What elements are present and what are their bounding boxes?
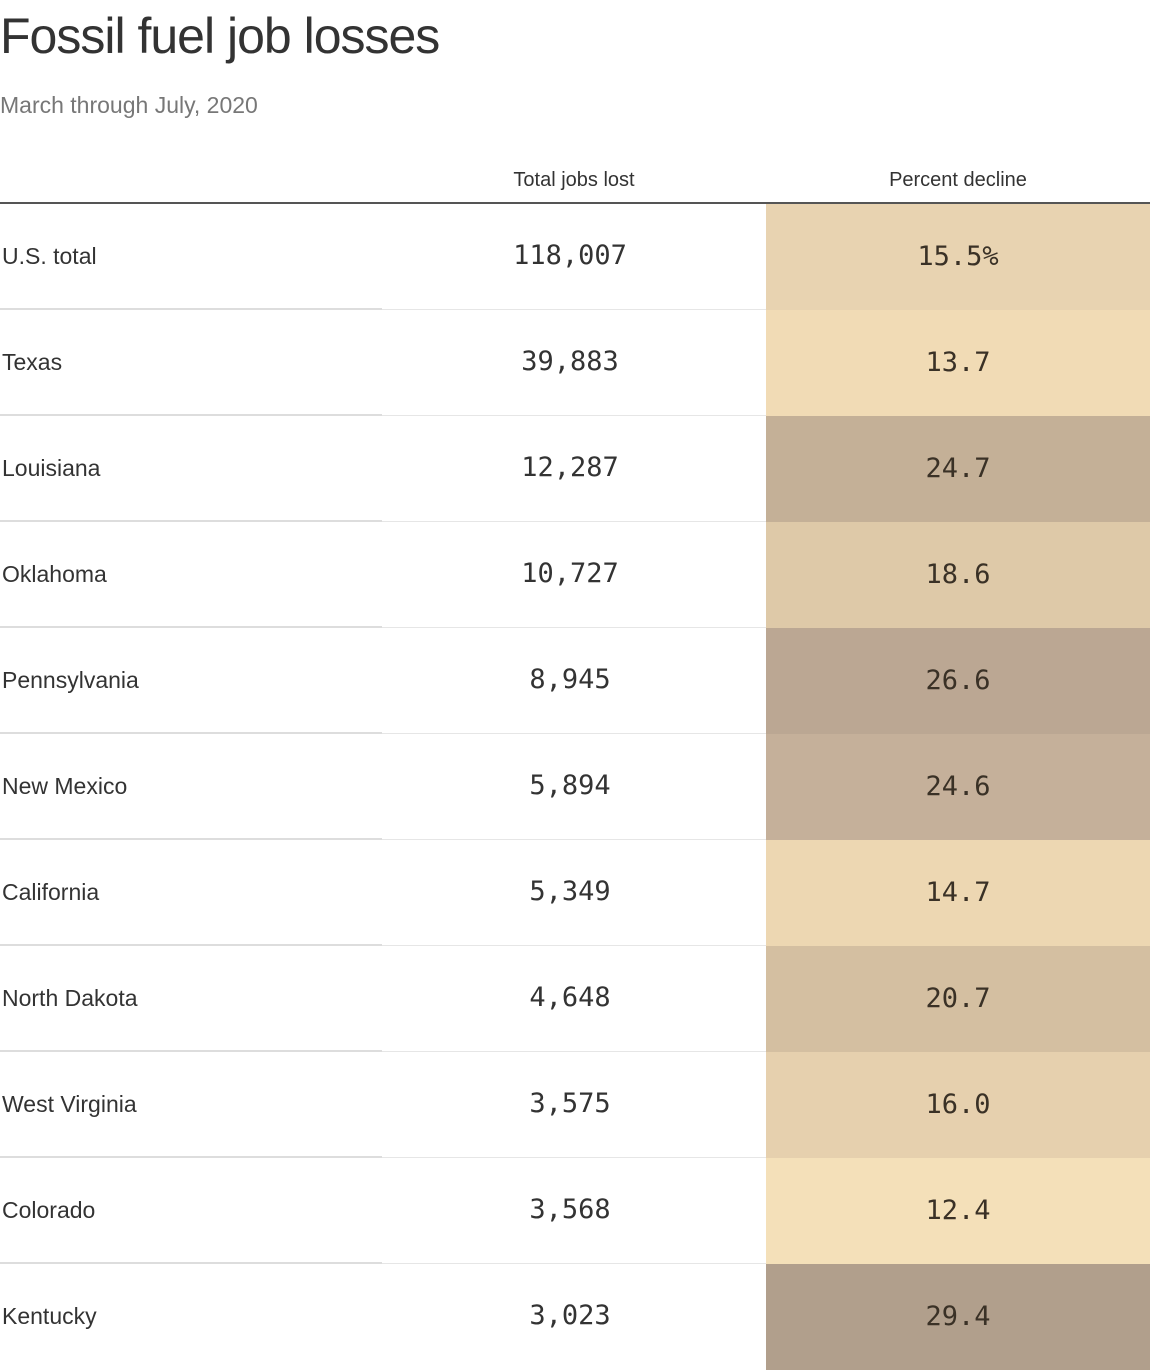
total-jobs-lost-cell: 3,575 [529,1088,611,1119]
total-jobs-lost-cell: 8,945 [529,664,611,695]
row-divider [0,520,382,522]
state-name-cell: Oklahoma [2,561,107,587]
table-row: U.S. total 118,007 15.5% [0,204,1150,310]
row-divider [0,626,382,628]
row-divider [0,1262,382,1264]
percent-decline-cell: 29.4 [766,1264,1150,1370]
state-name-cell: West Virginia [2,1091,137,1117]
total-jobs-lost-cell: 118,007 [513,240,627,271]
state-name-cell: Kentucky [2,1303,97,1329]
row-divider [382,839,766,840]
total-jobs-lost-cell: 3,568 [529,1194,611,1225]
row-divider [0,414,382,416]
percent-decline-cell: 13.7 [766,310,1150,416]
total-jobs-lost-cell: 4,648 [529,982,611,1013]
table-row: California 5,349 14.7 [0,840,1150,946]
table-body: U.S. total 118,007 15.5% Texas 39,883 13.7 Lou… [0,204,1150,1370]
state-name-cell: North Dakota [2,985,138,1011]
state-name-cell: California [2,879,100,905]
total-jobs-lost-cell: 5,894 [529,770,611,801]
chart-title: Fossil fuel job losses [0,8,440,64]
percent-decline-cell: 20.7 [766,946,1150,1052]
row-divider [382,521,766,522]
row-divider [0,944,382,946]
table-header: Total jobs lost Percent decline [0,150,1150,204]
row-divider [0,838,382,840]
row-divider [382,415,766,416]
state-name-cell: U.S. total [2,243,97,269]
table-row: West Virginia 3,575 16.0 [0,1052,1150,1158]
state-name-cell: Pennsylvania [2,667,139,693]
total-jobs-lost-cell: 39,883 [521,346,619,377]
row-divider [382,1157,766,1158]
row-divider [0,1156,382,1158]
row-divider [0,1050,382,1052]
row-divider [382,1051,766,1052]
percent-decline-cell: 12.4 [766,1158,1150,1264]
column-header-total-jobs-lost: Total jobs lost [513,169,635,191]
table-row: Louisiana 12,287 24.7 [0,416,1150,522]
table-row: Texas 39,883 13.7 [0,310,1150,416]
state-name-cell: Texas [2,349,63,375]
row-divider [382,1263,766,1264]
percent-decline-cell: 14.7 [766,840,1150,946]
row-divider [382,733,766,734]
table-row: North Dakota 4,648 20.7 [0,946,1150,1052]
percent-decline-cell: 26.6 [766,628,1150,734]
state-name-cell: Colorado [2,1197,96,1223]
state-name-cell: Louisiana [2,455,101,481]
total-jobs-lost-cell: 3,023 [529,1300,611,1331]
total-jobs-lost-cell: 10,727 [521,558,619,589]
row-divider [382,309,766,310]
total-jobs-lost-cell: 5,349 [529,876,611,907]
table-row: Kentucky 3,023 29.4 [0,1264,1150,1370]
percent-decline-cell: 15.5% [766,204,1150,310]
percent-decline-cell: 24.7 [766,416,1150,522]
row-divider [0,732,382,734]
state-name-cell: New Mexico [2,773,128,799]
table-row: Pennsylvania 8,945 26.6 [0,628,1150,734]
percent-decline-cell: 18.6 [766,522,1150,628]
percent-decline-cell: 24.6 [766,734,1150,840]
column-header-percent-decline: Percent decline [889,169,1027,191]
row-divider [382,945,766,946]
table-row: Colorado 3,568 12.4 [0,1158,1150,1264]
job-loss-table: Total jobs lost Percent decline U.S. tot… [0,150,1150,1370]
percent-decline-cell: 16.0 [766,1052,1150,1158]
row-divider [382,627,766,628]
chart-subtitle: March through July, 2020 [0,92,258,118]
table-row: New Mexico 5,894 24.6 [0,734,1150,840]
row-divider [0,308,382,310]
table-row: Oklahoma 10,727 18.6 [0,522,1150,628]
total-jobs-lost-cell: 12,287 [521,452,619,483]
